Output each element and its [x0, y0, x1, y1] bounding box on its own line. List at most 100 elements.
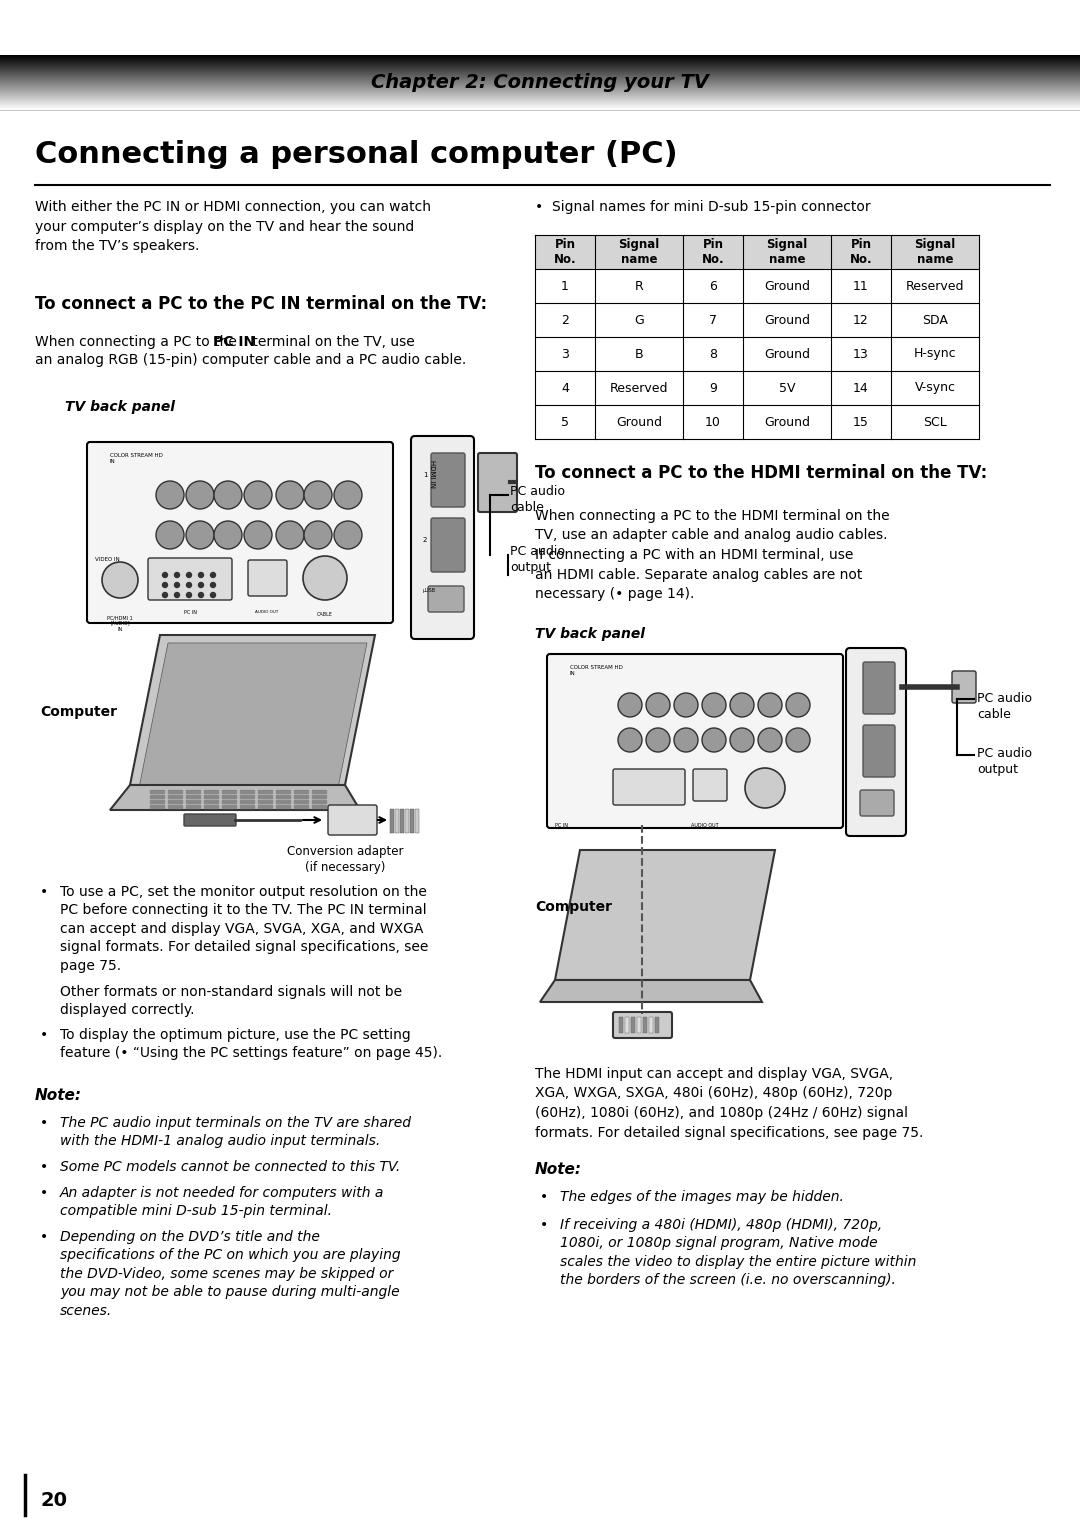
Circle shape — [730, 692, 754, 717]
Text: 10: 10 — [705, 415, 721, 429]
Bar — [186, 804, 200, 807]
FancyBboxPatch shape — [846, 648, 906, 836]
Circle shape — [786, 728, 810, 752]
Text: Ground: Ground — [764, 348, 810, 360]
Bar — [240, 791, 254, 794]
Text: G: G — [634, 314, 644, 326]
Bar — [150, 791, 164, 794]
Text: 6: 6 — [710, 279, 717, 293]
Text: When connecting a PC to the HDMI terminal on the
TV, use an adapter cable and an: When connecting a PC to the HDMI termina… — [535, 509, 890, 601]
Text: The PC audio input terminals on the TV are shared
with the HDMI-1 analog audio i: The PC audio input terminals on the TV a… — [60, 1115, 411, 1149]
Text: •: • — [540, 1190, 549, 1204]
Bar — [410, 809, 414, 833]
Circle shape — [745, 768, 785, 807]
Circle shape — [618, 728, 642, 752]
Text: AUDIO OUT: AUDIO OUT — [255, 610, 279, 614]
Bar — [395, 809, 399, 833]
Bar — [390, 809, 394, 833]
Bar — [258, 804, 272, 807]
Bar — [312, 795, 326, 798]
Circle shape — [334, 521, 362, 548]
FancyBboxPatch shape — [478, 453, 517, 512]
Text: terminal on the TV, use: terminal on the TV, use — [248, 336, 415, 349]
FancyBboxPatch shape — [613, 769, 685, 804]
Text: The HDMI input can accept and display VGA, SVGA,
XGA, WXGA, SXGA, 480i (60Hz), 4: The HDMI input can accept and display VG… — [535, 1066, 923, 1140]
Text: 13: 13 — [853, 348, 869, 360]
Text: Conversion adapter
(if necessary): Conversion adapter (if necessary) — [287, 846, 403, 873]
Bar — [150, 804, 164, 807]
Circle shape — [214, 521, 242, 548]
Circle shape — [303, 556, 347, 601]
FancyBboxPatch shape — [546, 654, 843, 827]
Circle shape — [175, 573, 179, 578]
Circle shape — [276, 481, 303, 509]
Text: Signal
name: Signal name — [619, 237, 660, 267]
Bar — [276, 795, 291, 798]
Circle shape — [187, 593, 191, 597]
Bar — [312, 791, 326, 794]
Bar — [258, 795, 272, 798]
Text: 5V: 5V — [779, 381, 795, 395]
Bar — [276, 791, 291, 794]
FancyBboxPatch shape — [428, 587, 464, 611]
Text: •: • — [40, 1230, 49, 1244]
Bar — [258, 800, 272, 803]
Circle shape — [702, 692, 726, 717]
Bar — [294, 795, 308, 798]
Text: µUSB: µUSB — [423, 588, 436, 593]
Circle shape — [211, 593, 216, 597]
FancyBboxPatch shape — [693, 769, 727, 801]
Circle shape — [186, 481, 214, 509]
Text: 2: 2 — [562, 314, 569, 326]
Circle shape — [674, 692, 698, 717]
Circle shape — [334, 481, 362, 509]
Circle shape — [303, 481, 332, 509]
Text: TV back panel: TV back panel — [535, 627, 645, 640]
Text: PC/HDMI 1
[AUDIO]
IN: PC/HDMI 1 [AUDIO] IN — [107, 614, 133, 631]
Text: With either the PC IN or HDMI connection, you can watch
your computer’s display : With either the PC IN or HDMI connection… — [35, 201, 431, 253]
FancyBboxPatch shape — [328, 804, 377, 835]
Circle shape — [276, 521, 303, 548]
Polygon shape — [540, 980, 762, 1002]
Text: •: • — [40, 1115, 49, 1131]
Text: •: • — [40, 1160, 49, 1174]
Bar — [637, 1017, 642, 1033]
Bar — [204, 795, 218, 798]
Text: R: R — [635, 279, 644, 293]
Circle shape — [674, 728, 698, 752]
Bar — [168, 791, 183, 794]
Bar — [186, 800, 200, 803]
Bar — [168, 800, 183, 803]
Text: 20: 20 — [40, 1491, 67, 1511]
Polygon shape — [555, 850, 775, 980]
Text: AUDIO OUT: AUDIO OUT — [691, 823, 719, 827]
Text: 3: 3 — [562, 348, 569, 360]
Bar — [276, 800, 291, 803]
Bar — [240, 795, 254, 798]
Text: Connecting a personal computer (PC): Connecting a personal computer (PC) — [35, 139, 677, 169]
Text: PC IN: PC IN — [555, 823, 568, 827]
Text: COLOR STREAM HD
IN: COLOR STREAM HD IN — [570, 665, 623, 676]
Text: Note:: Note: — [535, 1161, 582, 1177]
Text: Note:: Note: — [35, 1088, 82, 1103]
FancyBboxPatch shape — [431, 453, 465, 507]
Text: To use a PC, set the monitor output resolution on the
PC before connecting it to: To use a PC, set the monitor output reso… — [60, 885, 429, 973]
Circle shape — [162, 573, 167, 578]
FancyBboxPatch shape — [148, 558, 232, 601]
Bar — [276, 804, 291, 807]
Text: PC audio
output: PC audio output — [510, 545, 565, 574]
Text: Reserved: Reserved — [906, 279, 964, 293]
Bar — [186, 795, 200, 798]
Bar — [222, 791, 237, 794]
Text: Some PC models cannot be connected to this TV.: Some PC models cannot be connected to th… — [60, 1160, 401, 1174]
Text: Reserved: Reserved — [610, 381, 669, 395]
Text: Ground: Ground — [764, 415, 810, 429]
Bar — [312, 800, 326, 803]
Bar — [240, 800, 254, 803]
Text: Depending on the DVD’s title and the
specifications of the PC on which you are p: Depending on the DVD’s title and the spe… — [60, 1230, 401, 1318]
Polygon shape — [130, 634, 375, 784]
Bar — [625, 1017, 629, 1033]
Circle shape — [702, 728, 726, 752]
Circle shape — [175, 582, 179, 587]
Text: Other formats or non-standard signals will not be
displayed correctly.: Other formats or non-standard signals wi… — [60, 985, 402, 1017]
